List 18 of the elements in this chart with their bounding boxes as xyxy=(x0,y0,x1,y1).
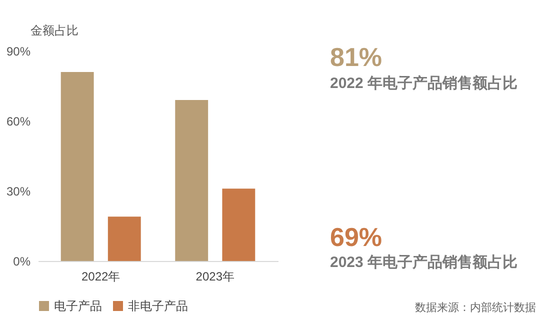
text: 81% xyxy=(330,42,382,73)
y-tick-label: 30% xyxy=(6,184,31,198)
source-note: 数据来源：内部统计数据 xyxy=(415,300,536,315)
bar xyxy=(60,72,94,261)
y-tick-label: 90% xyxy=(6,44,31,58)
text: 2023 年电子产品销售额占比 xyxy=(330,253,518,272)
bar xyxy=(108,216,141,261)
x-tick-label: 2023年 xyxy=(196,270,234,284)
bar xyxy=(175,100,208,261)
x-tick-label: 2022年 xyxy=(82,270,120,284)
bar xyxy=(222,188,256,261)
legend-label: 电子产品 xyxy=(54,299,102,313)
y-axis-title: 金额占比 xyxy=(30,24,78,38)
legend-label: 非电子产品 xyxy=(128,299,188,313)
y-tick-label: 60% xyxy=(6,114,31,128)
text: 69% xyxy=(330,222,382,253)
y-tick-label: 0% xyxy=(13,254,31,268)
text: 2022 年电子产品销售额占比 xyxy=(330,74,518,93)
